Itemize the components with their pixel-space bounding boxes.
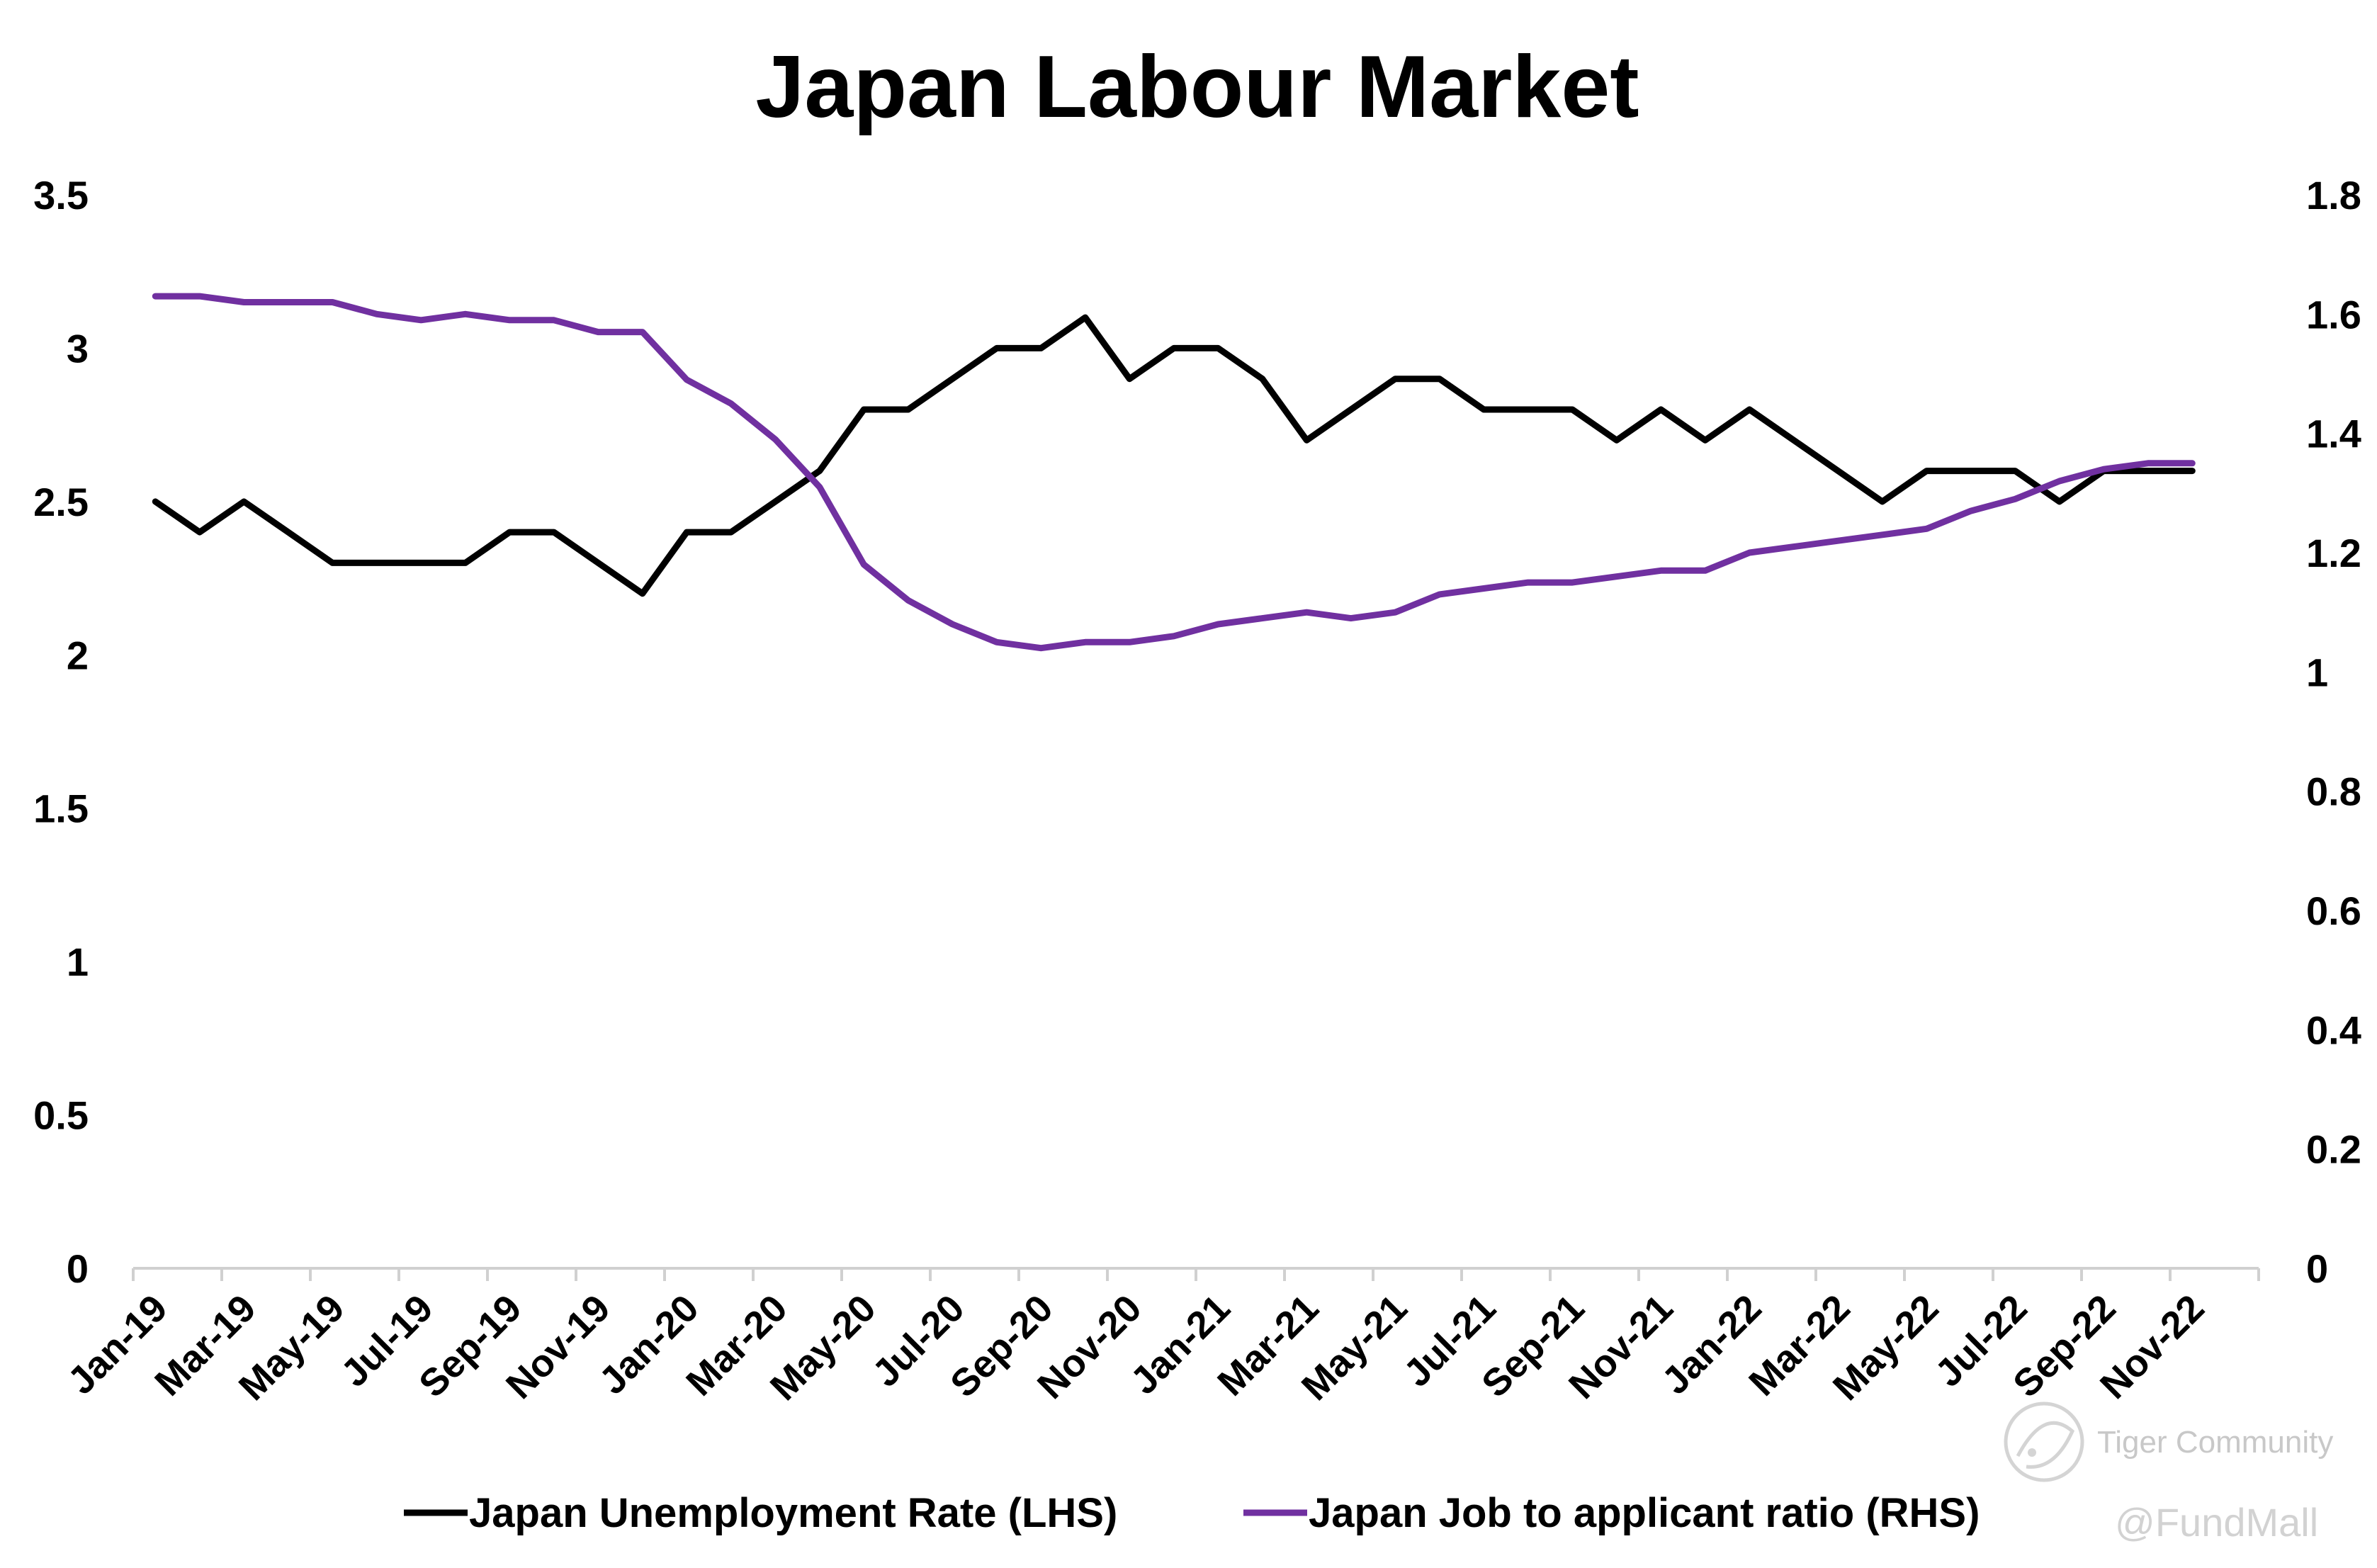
right-axis-tick-label: 1.4 <box>2306 412 2361 456</box>
watermark-community: Tiger Community <box>2097 1425 2333 1460</box>
series-lines <box>152 293 2196 652</box>
x-axis-ticks: Jan-19Mar-19May-19Jul-19Sep-19Nov-19Jan-… <box>60 1287 2212 1409</box>
left-axis-tick-label: 1 <box>67 940 89 984</box>
legend: Japan Unemployment Rate (LHS) Japan Job … <box>404 1490 1980 1536</box>
right-axis-tick-label: 1.8 <box>2306 173 2361 218</box>
watermark: Tiger Community @FundMall <box>2004 1401 2333 1545</box>
chart-title: Japan Labour Market <box>755 38 1639 136</box>
watermark-handle: @FundMall <box>2115 1500 2318 1545</box>
left-axis-tick-label: 0 <box>67 1246 89 1291</box>
legend-label-unemployment: Japan Unemployment Rate (LHS) <box>469 1490 1117 1536</box>
right-axis-tick-label: 1 <box>2306 650 2328 694</box>
left-axis-tick-label: 3.5 <box>33 173 89 218</box>
left-axis-tick-label: 3 <box>67 326 89 371</box>
tiger-logo-icon <box>2004 1401 2084 1482</box>
right-axis-tick-label: 0 <box>2306 1246 2328 1291</box>
right-axis-tick-label: 0.4 <box>2306 1008 2361 1052</box>
left-axis-ticks: 0 0.5 1 1.5 2 2.5 3 3.5 <box>33 173 89 1291</box>
right-axis-tick-label: 0.8 <box>2306 769 2361 814</box>
series-line-job-ratio <box>152 293 2196 652</box>
legend-label-job-ratio: Japan Job to applicant ratio (RHS) <box>1309 1490 1980 1536</box>
right-axis-tick-label: 0.6 <box>2306 889 2361 933</box>
right-axis-tick-label: 0.2 <box>2306 1127 2361 1172</box>
axes <box>132 1267 2260 1281</box>
left-axis-tick-label: 2.5 <box>33 480 89 524</box>
left-axis-tick-label: 2 <box>67 633 89 677</box>
right-axis-tick-label: 1.2 <box>2306 531 2361 575</box>
series-line-unemployment <box>152 314 2196 597</box>
right-axis-tick-label: 1.6 <box>2306 292 2361 337</box>
left-axis-tick-label: 0.5 <box>33 1093 89 1138</box>
right-axis-ticks: 0 0.2 0.4 0.6 0.8 1 1.2 1.4 1.6 1.8 <box>2306 173 2361 1291</box>
left-axis-tick-label: 1.5 <box>33 786 89 831</box>
